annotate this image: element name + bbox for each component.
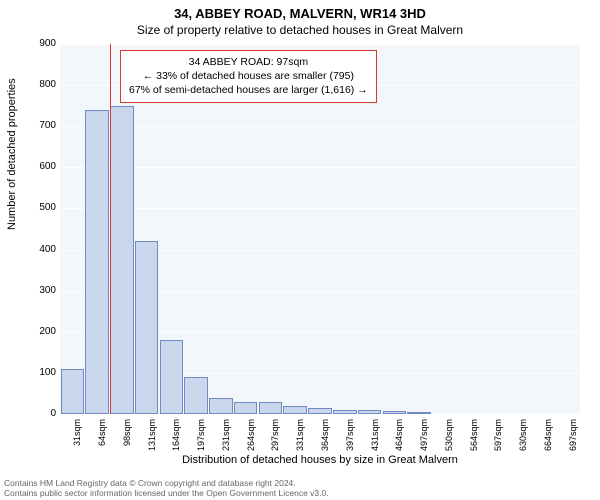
property-marker-line <box>110 44 111 414</box>
footer-line-2: Contains public sector information licen… <box>4 488 329 498</box>
y-tick-label: 200 <box>28 326 56 337</box>
histogram-bar <box>234 402 258 414</box>
x-tick-label: 264sqm <box>246 419 256 459</box>
x-tick-label: 397sqm <box>345 419 355 459</box>
x-tick-label: 530sqm <box>444 419 454 459</box>
histogram-bar <box>61 369 85 414</box>
y-tick-label: 600 <box>28 161 56 172</box>
chart-plot-area: 34 ABBEY ROAD: 97sqm← 33% of detached ho… <box>60 44 580 414</box>
x-tick-label: 131sqm <box>147 419 157 459</box>
x-tick-label: 297sqm <box>270 419 280 459</box>
histogram-bar <box>333 410 357 414</box>
x-tick-label: 164sqm <box>171 419 181 459</box>
histogram-bar <box>383 411 407 414</box>
x-tick-label: 497sqm <box>419 419 429 459</box>
annotation-line: 34 ABBEY ROAD: 97sqm <box>129 55 368 69</box>
annotation-box: 34 ABBEY ROAD: 97sqm← 33% of detached ho… <box>120 50 377 103</box>
x-tick-label: 597sqm <box>493 419 503 459</box>
x-tick-label: 697sqm <box>568 419 578 459</box>
x-tick-label: 564sqm <box>469 419 479 459</box>
x-tick-label: 331sqm <box>295 419 305 459</box>
x-tick-label: 364sqm <box>320 419 330 459</box>
title-block: 34, ABBEY ROAD, MALVERN, WR14 3HD Size o… <box>0 0 600 37</box>
histogram-bar <box>259 402 283 414</box>
gridline <box>60 44 580 45</box>
histogram-bar <box>184 377 208 414</box>
histogram-bar <box>358 410 382 414</box>
y-tick-label: 100 <box>28 367 56 378</box>
y-tick-label: 400 <box>28 244 56 255</box>
x-axis-label: Distribution of detached houses by size … <box>60 454 580 466</box>
footer-line-1: Contains HM Land Registry data © Crown c… <box>4 478 329 488</box>
x-tick-label: 197sqm <box>196 419 206 459</box>
y-tick-label: 900 <box>28 38 56 49</box>
gridline <box>60 167 580 168</box>
histogram-bar <box>160 340 184 414</box>
y-tick-label: 500 <box>28 202 56 213</box>
x-tick-label: 98sqm <box>122 419 132 459</box>
y-tick-label: 800 <box>28 79 56 90</box>
x-tick-label: 664sqm <box>543 419 553 459</box>
y-axis-label: Number of detached properties <box>6 78 18 230</box>
main-title: 34, ABBEY ROAD, MALVERN, WR14 3HD <box>0 6 600 21</box>
annotation-line: ← 33% of detached houses are smaller (79… <box>129 69 368 83</box>
x-tick-label: 431sqm <box>370 419 380 459</box>
histogram-bar <box>407 412 431 414</box>
histogram-bar <box>308 408 332 414</box>
histogram-bar <box>110 106 134 414</box>
x-tick-label: 464sqm <box>394 419 404 459</box>
x-tick-label: 630sqm <box>518 419 528 459</box>
y-tick-label: 300 <box>28 285 56 296</box>
x-tick-label: 231sqm <box>221 419 231 459</box>
histogram-bar <box>85 110 109 414</box>
attribution-footer: Contains HM Land Registry data © Crown c… <box>4 478 329 498</box>
histogram-bar <box>209 398 233 414</box>
gridline <box>60 126 580 127</box>
gridline <box>60 208 580 209</box>
gridline <box>60 414 580 415</box>
histogram-bar <box>135 241 159 414</box>
x-tick-label: 31sqm <box>72 419 82 459</box>
x-tick-label: 64sqm <box>97 419 107 459</box>
annotation-line: 67% of semi-detached houses are larger (… <box>129 83 368 97</box>
sub-title: Size of property relative to detached ho… <box>0 23 600 37</box>
y-tick-label: 700 <box>28 120 56 131</box>
histogram-bar <box>283 406 307 414</box>
y-tick-label: 0 <box>28 408 56 419</box>
